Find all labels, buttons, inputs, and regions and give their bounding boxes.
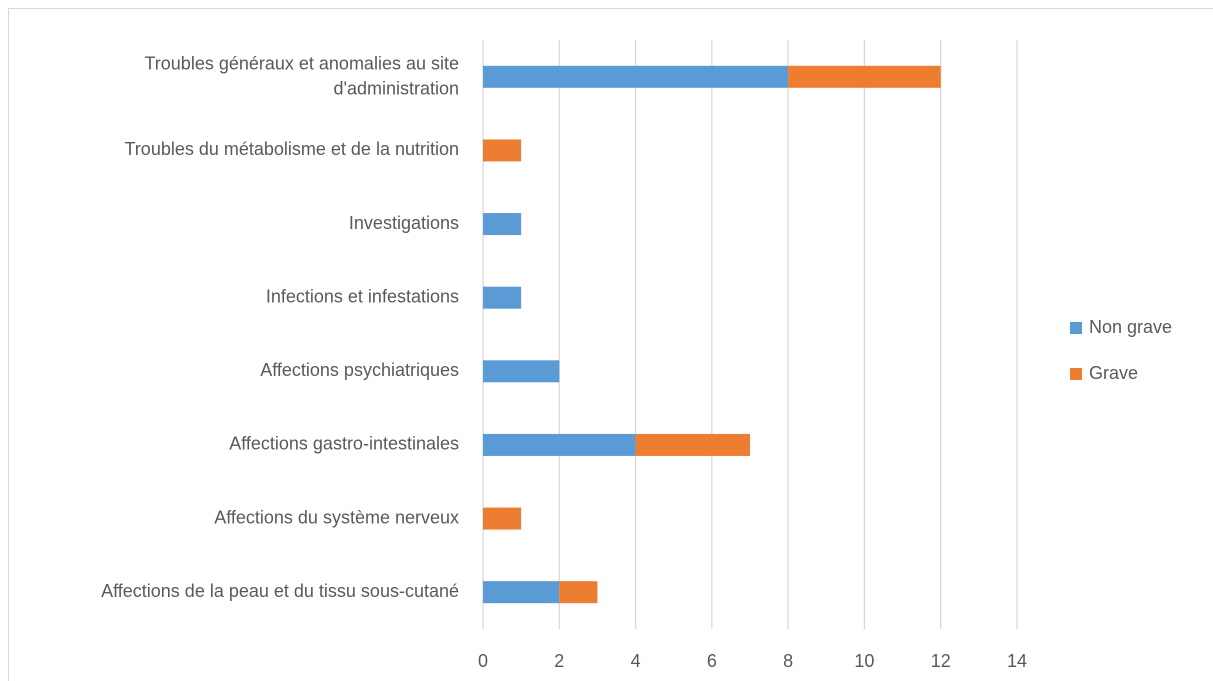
bar <box>483 213 522 236</box>
y-tick-label: Investigations <box>349 213 459 233</box>
bar <box>483 360 560 383</box>
x-tick-label: 0 <box>478 651 488 671</box>
y-tick-label: Affections psychiatriques <box>260 360 459 380</box>
bar <box>788 65 941 88</box>
legend-swatch <box>1070 322 1082 334</box>
y-tick-label: Troubles généraux et anomalies au site d'… <box>144 53 459 98</box>
x-tick-label: 8 <box>783 651 793 671</box>
y-tick-label: Troubles du métabolisme et de la nutriti… <box>124 139 459 159</box>
y-tick-label: Affections gastro-intestinales <box>229 434 459 454</box>
x-tick-label: 4 <box>631 651 641 671</box>
legend-label: Non grave <box>1089 317 1172 337</box>
bar <box>483 65 789 88</box>
y-tick-label: Affections de la peau et du tissu sous-c… <box>101 581 459 601</box>
bar <box>483 139 522 162</box>
bar <box>635 433 750 456</box>
bar <box>483 507 522 530</box>
legend-swatch <box>1070 368 1082 380</box>
x-tick-label: 12 <box>931 651 951 671</box>
bar <box>483 286 522 309</box>
chart-border <box>8 8 1213 681</box>
y-tick-label: Affections du système nerveux <box>214 507 459 527</box>
x-tick-label: 14 <box>1007 651 1027 671</box>
x-tick-label: 6 <box>707 651 717 671</box>
bar <box>483 433 636 456</box>
x-tick-label: 2 <box>554 651 564 671</box>
legend-label: Grave <box>1089 363 1138 383</box>
x-tick-label: 10 <box>854 651 874 671</box>
bar <box>559 581 598 604</box>
bar <box>483 581 560 604</box>
y-tick-label: Infections et infestations <box>266 286 459 306</box>
